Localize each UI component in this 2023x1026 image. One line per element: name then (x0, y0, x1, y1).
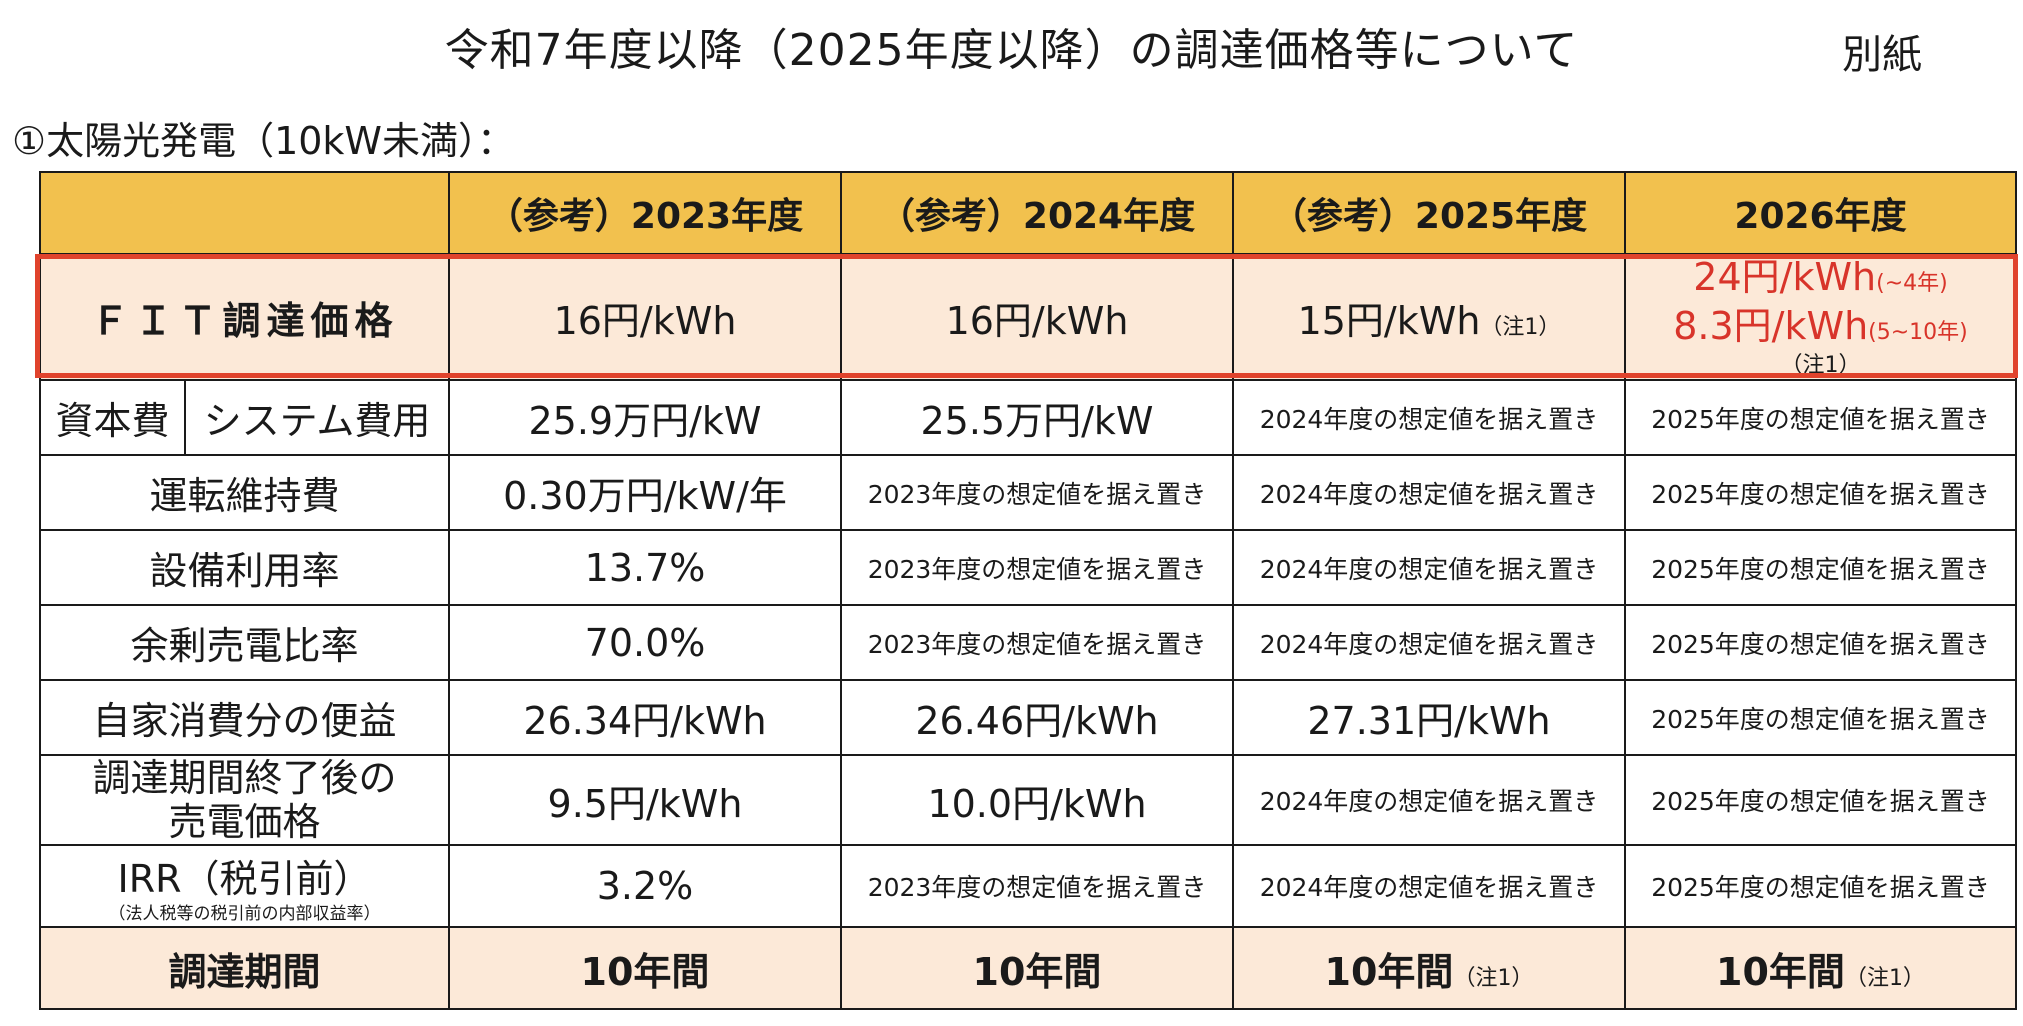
system-cost-2026: 2025年度の想定値を据え置き (1624, 379, 2017, 456)
self-consumption-label: 自家消費分の便益 (39, 679, 450, 756)
system-cost-2023: 25.9万円/kW (448, 379, 842, 456)
page-title: 令和7年度以降（2025年度以降）の調達価格等について (444, 25, 1579, 76)
fit-price-2026-line2-term: (5~10年) (1868, 320, 1968, 345)
surplus-ratio-2024: 2023年度の想定値を据え置き (840, 604, 1234, 681)
surplus-ratio-row: 余剰売電比率 70.0% 2023年度の想定値を据え置き 2024年度の想定値を… (39, 604, 2017, 681)
om-cost-2023: 0.30万円/kW/年 (448, 454, 842, 531)
capacity-factor-row: 設備利用率 13.7% 2023年度の想定値を据え置き 2024年度の想定値を据… (39, 529, 2017, 606)
self-consumption-2024: 26.46円/kWh (840, 679, 1234, 756)
post-period-price-2025: 2024年度の想定値を据え置き (1232, 754, 1626, 846)
procurement-period-2024: 10年間 (840, 926, 1234, 1010)
irr-label-sub: （法人税等の税引前の内部収益率） (108, 903, 381, 924)
irr-label-main: IRR（税引前） (117, 856, 372, 901)
system-cost-2024: 25.5万円/kW (840, 379, 1234, 456)
capacity-factor-2024: 2023年度の想定値を据え置き (840, 529, 1234, 606)
fit-price-2024: 16円/kWh (840, 253, 1234, 381)
header-row: （参考）2023年度 （参考）2024年度 （参考）2025年度 2026年度 (39, 171, 2017, 255)
procurement-period-2025: 10年間（注1） (1232, 926, 1626, 1010)
capital-cost-label: 資本費 (39, 379, 186, 456)
procurement-period-2026-note: （注1） (1844, 965, 1925, 991)
system-cost-label: システム費用 (184, 379, 450, 456)
header-2026: 2026年度 (1624, 171, 2017, 255)
capacity-factor-label: 設備利用率 (39, 529, 450, 606)
om-cost-label: 運転維持費 (39, 454, 450, 531)
header-blank-cell (39, 171, 450, 255)
system-cost-2025: 2024年度の想定値を据え置き (1232, 379, 1626, 456)
post-period-price-2026: 2025年度の想定値を据え置き (1624, 754, 2017, 846)
fit-price-2025-note: （注1） (1480, 314, 1561, 340)
fit-price-2025-value: 15円/kWh (1297, 298, 1481, 343)
header-2024: （参考）2024年度 (840, 171, 1234, 255)
fit-price-2026-note: （注1） (1780, 353, 1861, 378)
irr-row: IRR（税引前） （法人税等の税引前の内部収益率） 3.2% 2023年度の想定… (39, 844, 2017, 928)
header-2025: （参考）2025年度 (1232, 171, 1626, 255)
tariff-table: （参考）2023年度 （参考）2024年度 （参考）2025年度 2026年度 … (39, 171, 2017, 1010)
surplus-ratio-2023: 70.0% (448, 604, 842, 681)
procurement-period-2025-note: （注1） (1453, 965, 1534, 991)
fit-price-label: ＦＩＴ調達価格 (39, 253, 450, 381)
procurement-period-2023: 10年間 (448, 926, 842, 1010)
om-cost-2025: 2024年度の想定値を据え置き (1232, 454, 1626, 531)
procurement-period-2026-value: 10年間 (1716, 949, 1845, 994)
fit-price-2026-line2: 8.3円/kWh(5~10年) (1627, 304, 2014, 354)
surplus-ratio-2026: 2025年度の想定値を据え置き (1624, 604, 2017, 681)
post-period-price-label-line1: 調達期間終了後の (92, 756, 397, 800)
annex-label: 別紙 (1842, 32, 1922, 78)
self-consumption-row: 自家消費分の便益 26.34円/kWh 26.46円/kWh 27.31円/kW… (39, 679, 2017, 756)
self-consumption-2025: 27.31円/kWh (1232, 679, 1626, 756)
fit-price-2023: 16円/kWh (448, 253, 842, 381)
fit-price-2025: 15円/kWh（注1） (1232, 253, 1626, 381)
om-cost-row: 運転維持費 0.30万円/kW/年 2023年度の想定値を据え置き 2024年度… (39, 454, 2017, 531)
post-period-price-2024: 10.0円/kWh (840, 754, 1234, 846)
procurement-period-2026: 10年間（注1） (1624, 926, 2017, 1010)
procurement-period-2025-value: 10年間 (1324, 949, 1454, 994)
irr-2025: 2024年度の想定値を据え置き (1232, 844, 1626, 928)
procurement-period-label: 調達期間 (39, 926, 450, 1010)
post-period-price-label-line2: 売電価格 (168, 800, 321, 844)
om-cost-2024: 2023年度の想定値を据え置き (840, 454, 1234, 531)
fit-price-row: ＦＩＴ調達価格 16円/kWh 16円/kWh 15円/kWh（注1） 24円/… (39, 253, 2017, 381)
post-period-price-label: 調達期間終了後の 売電価格 (39, 754, 450, 846)
section-heading: ①太陽光発電（10kW未満）： (12, 119, 516, 163)
surplus-ratio-label: 余剰売電比率 (39, 604, 450, 681)
self-consumption-2023: 26.34円/kWh (448, 679, 842, 756)
irr-2024: 2023年度の想定値を据え置き (840, 844, 1234, 928)
fit-price-2026-line1-term: (~4年) (1876, 271, 1948, 296)
post-period-price-row: 調達期間終了後の 売電価格 9.5円/kWh 10.0円/kWh 2024年度の… (39, 754, 2017, 846)
surplus-ratio-2025: 2024年度の想定値を据え置き (1232, 604, 1626, 681)
capacity-factor-2026: 2025年度の想定値を据え置き (1624, 529, 2017, 606)
irr-2023: 3.2% (448, 844, 842, 928)
post-period-price-2023: 9.5円/kWh (448, 754, 842, 846)
irr-label: IRR（税引前） （法人税等の税引前の内部収益率） (39, 844, 450, 928)
capacity-factor-2025: 2024年度の想定値を据え置き (1232, 529, 1626, 606)
system-cost-row: 資本費 システム費用 25.9万円/kW 25.5万円/kW 2024年度の想定… (39, 379, 2017, 456)
irr-2026: 2025年度の想定値を据え置き (1624, 844, 2017, 928)
fit-price-2026-line1-value: 24円/kWh (1693, 255, 1877, 299)
header-2023: （参考）2023年度 (448, 171, 842, 255)
fit-price-2026-line2-value: 8.3円/kWh (1673, 304, 1869, 348)
fit-price-2026-line1: 24円/kWh(~4年) (1627, 255, 2014, 305)
fit-price-2026: 24円/kWh(~4年) 8.3円/kWh(5~10年) （注1） (1624, 253, 2017, 381)
capacity-factor-2023: 13.7% (448, 529, 842, 606)
procurement-period-row: 調達期間 10年間 10年間 10年間（注1） 10年間（注1） (39, 926, 2017, 1010)
om-cost-2026: 2025年度の想定値を据え置き (1624, 454, 2017, 531)
self-consumption-2026: 2025年度の想定値を据え置き (1624, 679, 2017, 756)
